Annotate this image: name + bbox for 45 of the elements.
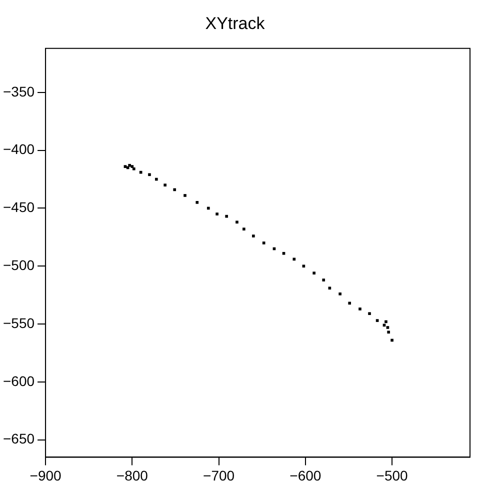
point [384,320,388,324]
point [242,228,246,230]
x-tick-label: −600 [290,467,322,484]
point [173,188,176,192]
point [206,206,210,210]
point [164,184,166,186]
point [348,302,352,305]
point [252,234,255,238]
point [386,326,390,329]
point [132,167,136,170]
point [155,178,158,181]
point [124,165,127,168]
point [387,330,390,334]
point [376,319,379,322]
point [225,214,228,218]
point [390,338,394,342]
point [196,201,199,204]
y-tick-label: −450 [2,199,35,216]
y-tick-label: −400 [2,141,35,158]
x-tick-label: −700 [203,467,235,484]
chart-title: XYtrack [205,14,266,33]
point [216,212,218,216]
point [148,173,151,176]
point [292,258,296,261]
point [368,312,371,316]
point [338,292,342,296]
point [184,194,186,197]
point [328,286,332,290]
y-tick-label: −350 [2,83,35,100]
point [130,165,134,168]
y-tick-label: −600 [2,372,35,389]
y-tick-label: −650 [2,430,35,447]
x-tick-label: −800 [116,467,148,484]
point [282,252,286,255]
x-tick-label: −900 [30,467,62,484]
point [302,264,306,268]
y-tick-label: −550 [2,314,35,331]
point [358,308,362,310]
point [312,272,316,274]
x-tick-label: −500 [376,467,408,484]
point [262,242,266,244]
y-tick-label: −500 [2,256,35,273]
point [236,220,238,224]
point [128,164,131,167]
point [322,278,326,282]
